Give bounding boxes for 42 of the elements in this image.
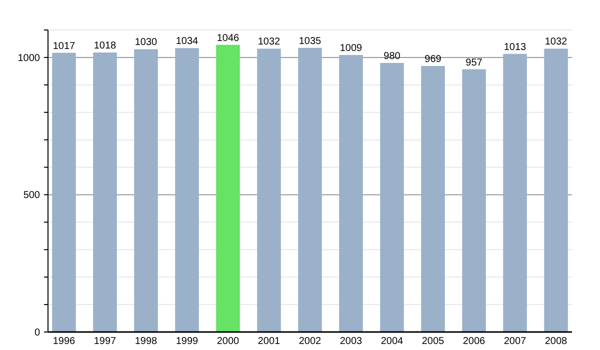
data-label: 1009 — [340, 42, 363, 54]
bar — [175, 48, 199, 332]
bar — [52, 52, 76, 332]
x-tick-label: 1999 — [176, 336, 199, 347]
bar — [257, 48, 281, 332]
x-tick-label: 2003 — [340, 336, 363, 347]
x-tick-label: 2000 — [216, 336, 240, 347]
bar — [462, 69, 486, 332]
data-label: 969 — [424, 54, 442, 65]
bar — [421, 66, 445, 332]
x-tick-label: 2002 — [298, 336, 322, 347]
bar — [134, 49, 158, 332]
data-label: 1032 — [258, 36, 281, 48]
y-tick-label: 0 — [34, 328, 40, 338]
y-tick-label: 1000 — [18, 52, 40, 64]
x-tick-label: 2006 — [462, 336, 486, 347]
data-label: 1018 — [94, 40, 117, 52]
x-tick-label: 1998 — [134, 336, 158, 347]
bar — [544, 48, 568, 332]
x-tick-label: 2004 — [380, 336, 404, 347]
bar — [503, 54, 527, 332]
data-label: 1017 — [52, 40, 76, 52]
bar — [298, 48, 322, 332]
data-label: 1030 — [134, 37, 158, 48]
bar — [93, 52, 117, 332]
x-tick-label: 1997 — [94, 336, 117, 347]
x-tick-label: 2008 — [544, 336, 568, 347]
data-label: 980 — [384, 50, 401, 62]
data-label: 1035 — [298, 36, 322, 47]
y-tick-label: 500 — [23, 190, 40, 202]
data-label: 1046 — [216, 32, 240, 44]
x-tick-label: 2005 — [422, 336, 445, 347]
data-label: 1032 — [544, 36, 568, 48]
bar — [380, 62, 404, 332]
x-tick-label: 2001 — [258, 336, 281, 347]
x-tick-label: 1996 — [52, 336, 76, 347]
data-label: 1034 — [176, 36, 199, 48]
data-label: 957 — [466, 57, 483, 68]
data-label: 1013 — [504, 42, 527, 53]
x-tick-label: 2007 — [504, 336, 527, 347]
bar — [339, 54, 363, 332]
bar — [216, 44, 240, 332]
